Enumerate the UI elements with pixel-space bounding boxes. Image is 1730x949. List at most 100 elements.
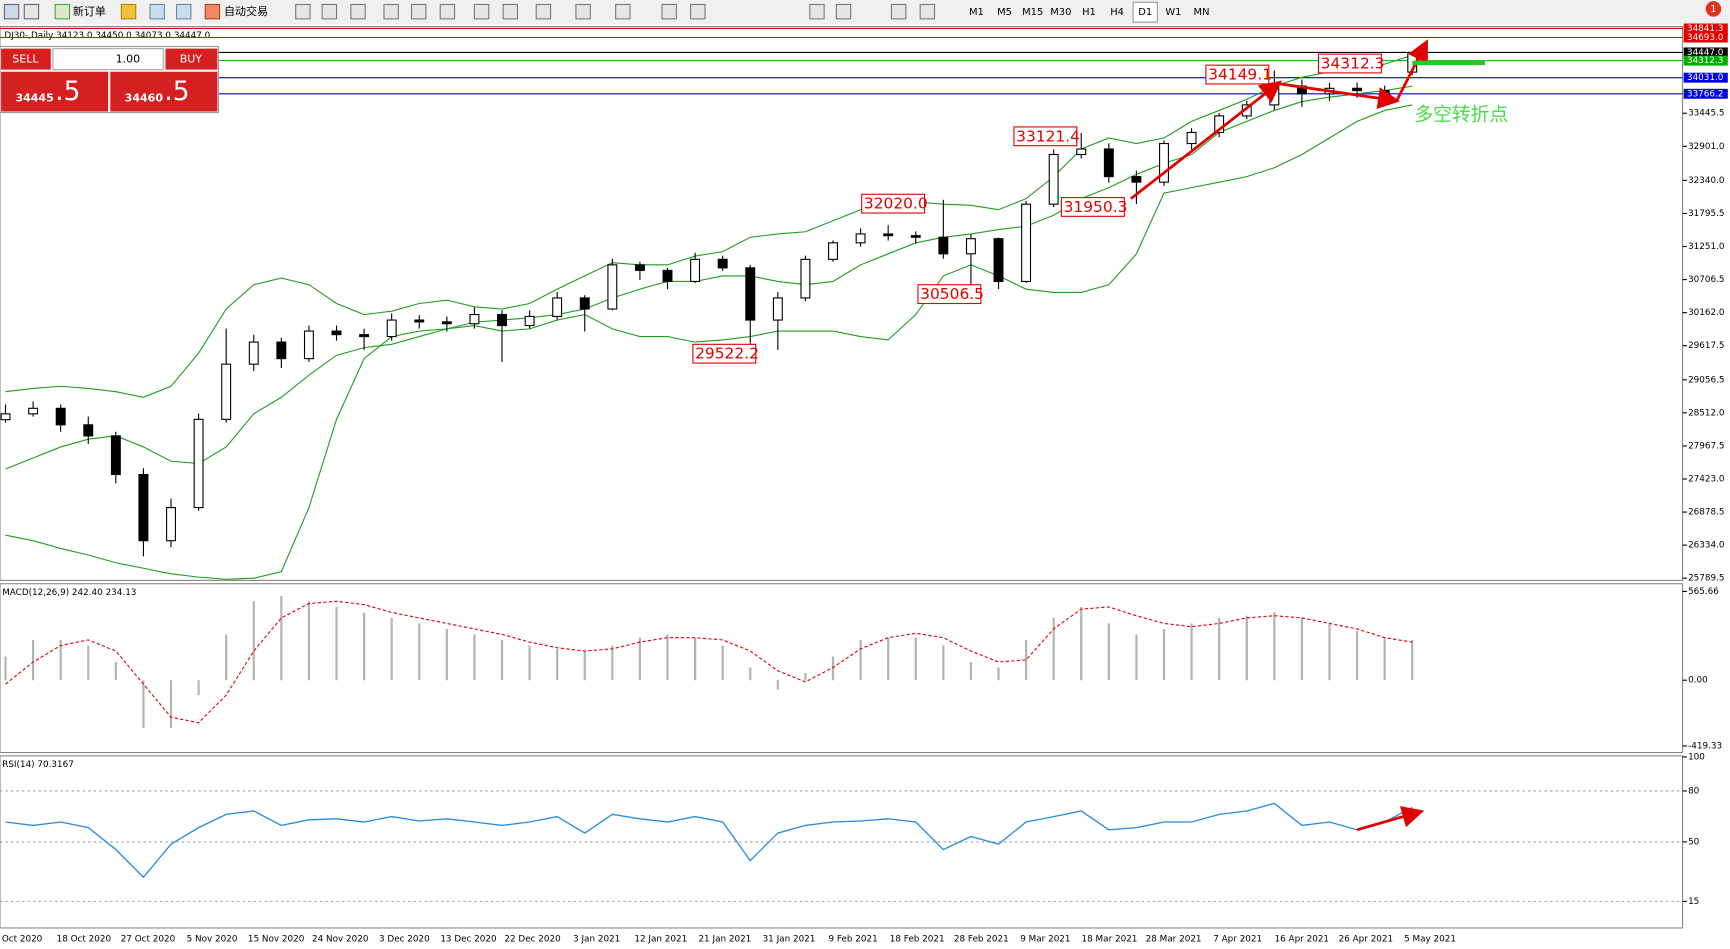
x-tick-label: 27 Oct 2020 [121,934,176,944]
icon[interactable] [502,3,519,20]
candle-body [55,407,66,426]
price-level-tag [1683,47,1728,58]
macd-signal [5,600,1413,724]
icon[interactable] [295,3,311,20]
rsi-line [5,802,1413,879]
buy-price-box[interactable] [110,71,218,112]
sell-button[interactable] [1,48,51,70]
notification-badge[interactable] [1705,1,1722,17]
new-order[interactable]: 新订单 [73,4,106,18]
icon[interactable] [350,3,366,20]
timeframe[interactable]: W1 [1165,7,1181,18]
candle-body [524,315,535,327]
arrow [1356,806,1425,832]
x-tick-label: 15 Nov 2020 [248,934,305,944]
bollinger-lower [5,104,1413,580]
candle-body [166,507,176,542]
annotation-box [1317,53,1382,74]
candle-body [1186,131,1197,145]
candle-body [110,435,121,476]
icon[interactable] [835,3,852,20]
icon[interactable] [410,3,427,20]
buy-button[interactable] [165,48,218,70]
candle-body [497,313,507,327]
icon[interactable] [535,3,552,20]
x-tick-label: Oct 2020 [2,934,43,944]
candle-body [965,238,976,255]
annotation: 33121.4 [1016,127,1080,145]
timeframe[interactable]: M5 [997,7,1012,18]
icon[interactable] [23,3,40,20]
toolbar-bg [0,0,1730,25]
bollinger-middle [5,85,1413,470]
timeframe[interactable]: H1 [1082,7,1096,18]
notification-count: 1 [1710,4,1716,15]
timeframe[interactable]: D1 [1138,7,1152,18]
icon[interactable] [809,3,825,20]
lots-input[interactable] [52,48,164,71]
candle-body [745,267,756,321]
y-tick-label: 26334.0 [1688,541,1725,551]
auto-trading[interactable]: 自动交易 [224,4,268,18]
x-tick-label: 28 Feb 2021 [954,934,1009,944]
timeframe[interactable]: H4 [1110,7,1124,18]
buy-price-frac: .5 [164,76,189,107]
candle-body [83,424,94,437]
icon[interactable] [175,3,192,20]
auto-trading-icon[interactable] [204,3,221,20]
y-tick-label: 29617.5 [1688,341,1724,351]
macd-header: MACD(12,26,9) 242.40 234.13 [2,588,136,598]
x-tick-label: 31 Jan 2021 [763,934,816,944]
candle-body [469,313,480,325]
icon[interactable] [615,3,631,20]
one-click-trading: SELL 1.00 BUY 34445 .5 34460 .5 [0,45,220,114]
candle-body [772,297,783,321]
new-order-icon[interactable] [54,3,71,20]
price-level-tag [1683,32,1728,43]
active-timeframe [1132,1,1158,23]
timeframe[interactable]: M30 [1050,7,1071,18]
candle-body [276,341,287,360]
icon[interactable] [120,3,137,20]
icon[interactable] [473,3,490,20]
sell-price-frac: .5 [55,76,80,107]
arrow [1279,82,1401,110]
x-tick-label: 28 Mar 2021 [1146,934,1202,944]
price-level-label: 33766.2 [1687,89,1723,99]
sell-price-box[interactable] [1,71,109,112]
candle-body [662,269,673,282]
candle-body [634,264,645,271]
candle-body [1021,203,1032,282]
candle-body [359,334,370,338]
sell-label: SELL [12,53,39,66]
icon[interactable] [149,3,165,20]
candle-body [386,319,397,338]
icon[interactable] [690,3,706,20]
sell-price-main: 34445 [15,91,53,104]
timeframe[interactable]: MN [1194,7,1210,18]
bollinger-upper [5,54,1413,398]
price-level-label: 34031.0 [1687,73,1724,83]
price-level-tag [1683,23,1728,34]
icon[interactable] [575,3,591,20]
icon[interactable] [919,3,936,20]
candle-body [828,242,838,260]
icon[interactable] [661,3,677,20]
icon[interactable] [439,3,456,20]
y-tick-label: 31795.5 [1688,209,1724,219]
y-tick-label: 30162.0 [1688,308,1725,318]
y-tick-label: 0.00 [1688,676,1708,686]
candle-body [717,258,728,269]
timeframe[interactable]: M15 [1022,7,1043,18]
icon[interactable] [383,3,399,20]
icon[interactable] [890,3,907,20]
candle-body [248,341,259,365]
candle-body [1131,176,1142,183]
timeframe[interactable]: M1 [969,7,984,18]
icon[interactable] [3,3,20,20]
candle-body [1076,148,1087,156]
icon[interactable] [321,3,338,20]
buy-label: BUY [180,53,203,66]
x-tick-label: 16 Apr 2021 [1275,934,1330,944]
